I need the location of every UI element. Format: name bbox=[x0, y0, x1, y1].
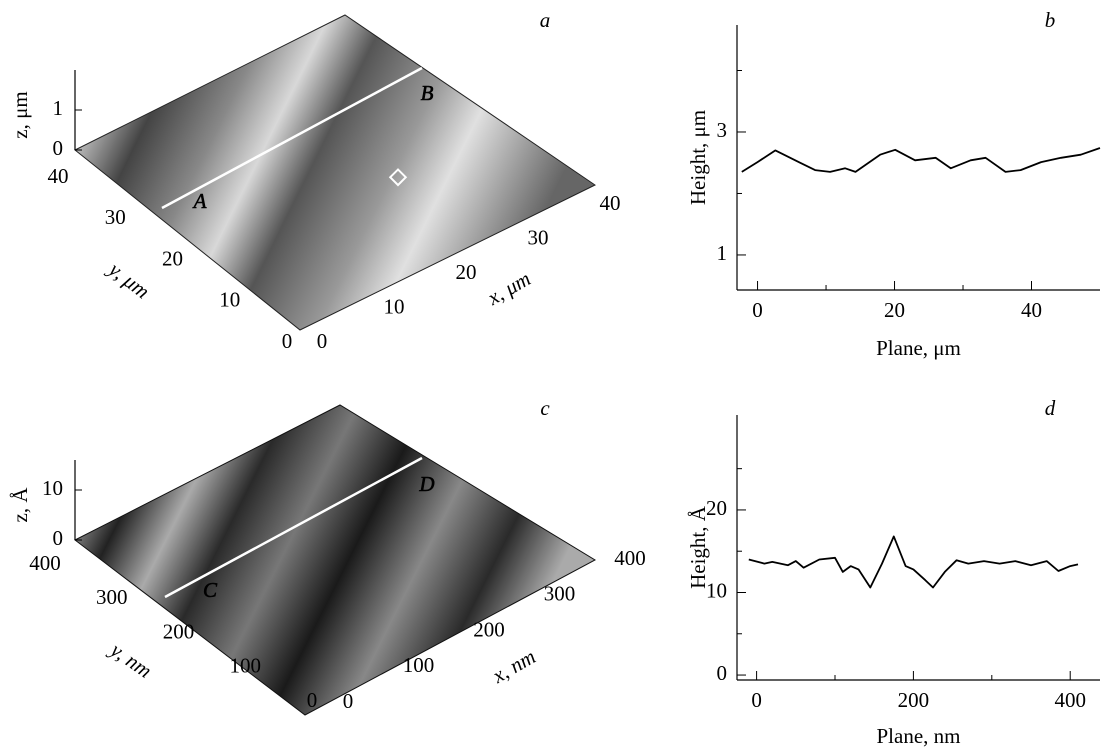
z-axis-label: z, Å bbox=[8, 487, 32, 523]
x-tick-label: 400 bbox=[1054, 688, 1086, 712]
y-tick-label: 400 bbox=[29, 551, 61, 575]
x-tick-label: 20 bbox=[456, 260, 477, 284]
y-axis-label: y, nm bbox=[105, 637, 157, 683]
y-tick-label: 100 bbox=[230, 654, 262, 678]
x-axis-label: Plane, nm bbox=[877, 724, 961, 748]
surface-image bbox=[74, 404, 597, 716]
panel-label: d bbox=[1045, 396, 1056, 420]
x-tick-label: 30 bbox=[528, 225, 549, 249]
y-tick-label: 300 bbox=[96, 585, 128, 609]
x-tick-label: 400 bbox=[614, 546, 646, 570]
y-tick-label: 40 bbox=[48, 164, 69, 188]
x-tick-label: 40 bbox=[1021, 298, 1042, 322]
z-tick-label: 0 bbox=[53, 526, 64, 550]
z-tick-label: 0 bbox=[53, 136, 64, 160]
profile-curve bbox=[741, 147, 1101, 173]
x-tick-label: 200 bbox=[898, 688, 930, 712]
x-tick-label: 0 bbox=[317, 329, 328, 353]
x-axis-label: x, μm bbox=[482, 266, 534, 310]
y-tick-label: 200 bbox=[163, 619, 195, 643]
y-tick-label: 3 bbox=[717, 118, 728, 142]
surface-image bbox=[74, 14, 596, 331]
profile-end-label: B bbox=[421, 81, 434, 105]
x-tick-label: 0 bbox=[343, 689, 354, 713]
z-axis-label: z, μm bbox=[8, 91, 32, 138]
y-tick-label: 20 bbox=[162, 246, 183, 270]
profile-line bbox=[164, 456, 423, 599]
x-tick-label: 10 bbox=[384, 294, 405, 318]
y-tick-label: 1 bbox=[717, 241, 728, 265]
y-axis-label: y, μm bbox=[103, 256, 154, 303]
profile-curve bbox=[748, 535, 1079, 589]
y-tick-label: 0 bbox=[307, 688, 318, 712]
x-tick-label: 0 bbox=[751, 688, 762, 712]
y-tick-label: 10 bbox=[219, 288, 240, 312]
y-tick-label: 20 bbox=[706, 496, 727, 520]
x-tick-label: 300 bbox=[544, 582, 576, 606]
x-tick-label: 0 bbox=[752, 298, 763, 322]
profile-end-label: D bbox=[418, 472, 434, 496]
marker bbox=[388, 168, 408, 187]
z-tick-label: 10 bbox=[42, 476, 63, 500]
y-axis-label: Height, Å bbox=[686, 505, 710, 589]
profile-end-label: A bbox=[192, 189, 207, 213]
x-axis-label: Plane, μm bbox=[876, 336, 961, 360]
panel-label: b bbox=[1045, 8, 1056, 32]
z-tick-label: 1 bbox=[53, 96, 64, 120]
y-tick-label: 0 bbox=[282, 329, 293, 353]
x-axis-label: x, nm bbox=[487, 644, 539, 688]
x-tick-label: 200 bbox=[473, 617, 505, 641]
y-axis-label: Height, μm bbox=[686, 110, 710, 205]
profile-line bbox=[161, 66, 423, 210]
x-tick-label: 40 bbox=[600, 191, 621, 215]
y-tick-label: 10 bbox=[706, 578, 727, 602]
y-tick-label: 0 bbox=[717, 661, 728, 685]
x-tick-label: 20 bbox=[884, 298, 905, 322]
y-tick-label: 30 bbox=[105, 205, 126, 229]
x-tick-label: 100 bbox=[403, 653, 435, 677]
panel-label: c bbox=[540, 396, 550, 420]
profile-end-label: C bbox=[203, 578, 218, 602]
panel-label: a bbox=[540, 8, 551, 32]
